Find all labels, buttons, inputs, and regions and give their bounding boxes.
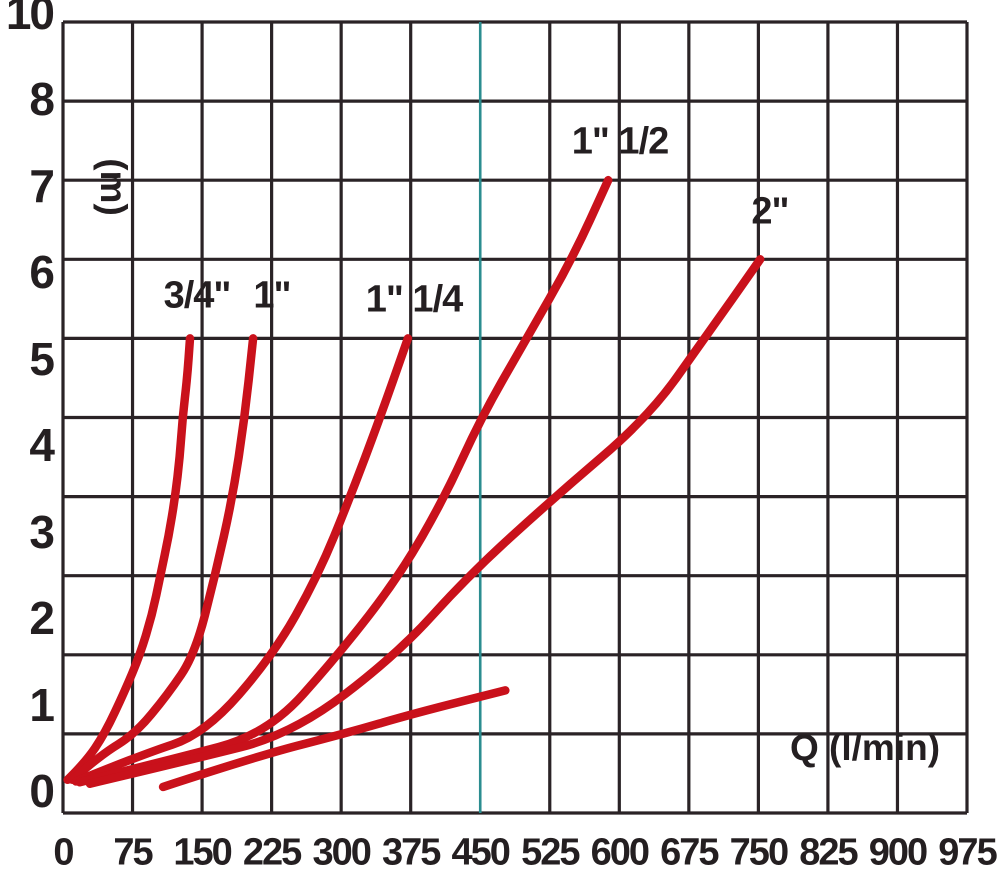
y-axis-tick-label: 1 [29,678,55,731]
curve-label-one-and-half-inch: 1" 1/2 [571,120,670,163]
y-axis-tick-label: 2 [29,591,55,644]
y-axis-tick-label: 7 [29,159,55,212]
curve-label-two-inch: 2" [751,190,789,233]
curve-one-inch [68,334,258,785]
curve-label-one-inch: 1" [253,274,291,317]
x-axis-tick-label: 150 [173,831,232,874]
curve-label-three-quarter-inch: 3/4" [163,274,232,317]
y-axis-tick-label: 6 [29,246,55,299]
curve-one-and-half-inch [75,175,613,787]
x-axis-tick-label: 225 [242,831,302,874]
curve-two-inch [85,255,765,788]
y-axis-unit-label: (m) [93,158,134,216]
y-axis-tick-label: 8 [29,73,55,126]
x-axis-tick-label: 675 [660,831,719,874]
x-axis-tick-label: 75 [113,831,153,874]
curve-two-inch-lower-stroke [158,686,510,792]
x-axis-tick-label: 750 [729,831,789,874]
x-axis-tick-label: 375 [381,831,441,874]
x-axis-tick-label: 975 [938,831,997,874]
y-axis-tick-label: 3 [29,505,55,558]
x-axis-tick-label: 825 [799,831,858,874]
curve-one-and-quarter-inch [71,334,413,786]
x-axis-tick-label: 900 [868,831,928,874]
y-axis-tick-label: 4 [29,419,55,472]
x-axis-tick-label: 0 [53,831,74,874]
x-axis-unit-label: Q (l/min) [789,727,941,768]
x-axis-tick-label: 600 [590,831,650,874]
y-axis-tick-label: 5 [29,332,55,385]
curve-three-quarter-inch [63,334,195,785]
x-axis-tick-label: 300 [312,831,371,874]
y-axis-tick-label: 0 [29,764,55,817]
x-axis-tick-label: 525 [521,831,580,874]
x-axis-tick-label: 450 [451,831,511,874]
y-axis-tick-label: 10 [5,0,55,39]
curve-label-one-and-quarter-inch: 1" 1/4 [365,278,464,321]
